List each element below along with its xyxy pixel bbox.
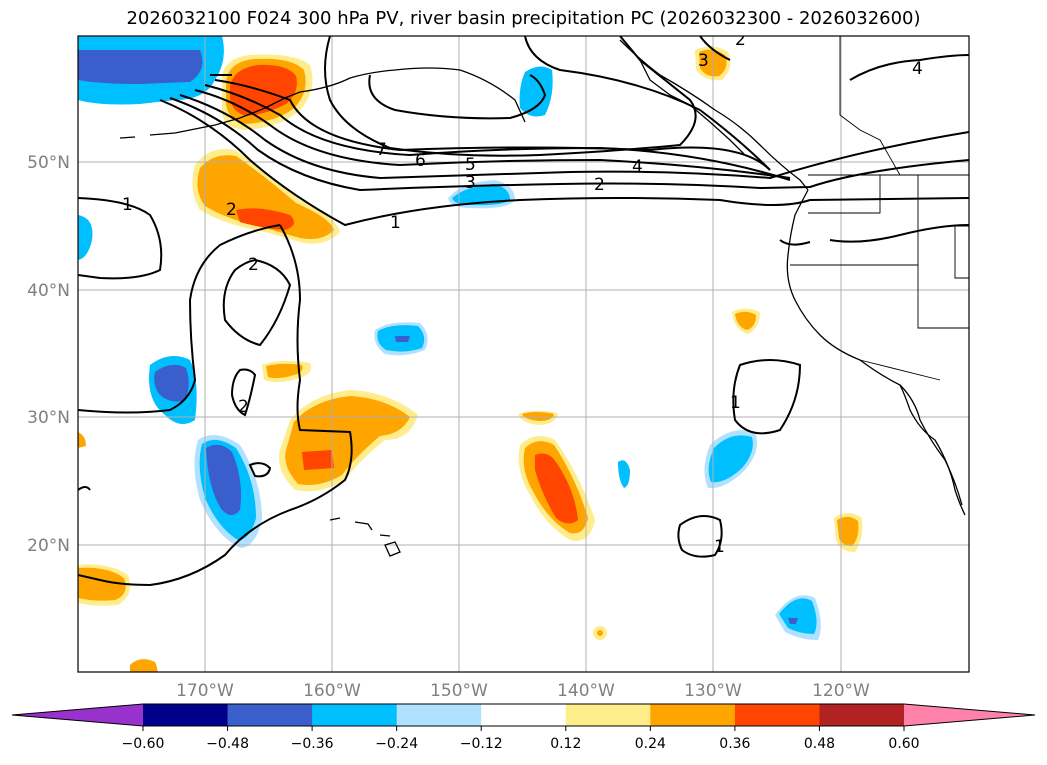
- longitude-labels: 170°W 160°W 150°W 140°W 130°W 120°W: [176, 681, 870, 701]
- colorbar: −0.60 −0.48 −0.36 −0.24 −0.12 0.12 0.24 0.36 0.4…: [11, 703, 1036, 752]
- lon-label: 120°W: [812, 681, 870, 701]
- map-title: 2026032100 F024 300 hPa PV, river basin …: [126, 8, 921, 29]
- contour-label: 2: [226, 200, 237, 220]
- colorbar-tick-label: 0.24: [635, 736, 666, 752]
- lon-label: 170°W: [176, 681, 234, 701]
- contour-label: 7: [376, 140, 387, 160]
- colorbar-tick-label: 0.60: [888, 736, 919, 752]
- map-frame: [77, 35, 970, 673]
- contour-label: 2: [594, 175, 605, 195]
- map-content: 1 2 3 4 5 6 7 1 2 2 1 1 2 3 4 2: [78, 30, 969, 672]
- contour-label: 4: [632, 157, 643, 177]
- colorbar-tick-label: −0.36: [291, 736, 334, 752]
- lon-label: 150°W: [430, 681, 488, 701]
- contour-label: 1: [390, 213, 401, 233]
- colorbar-tick-label: 0.12: [550, 736, 581, 752]
- contour-label: 3: [698, 51, 709, 71]
- lat-label: 50°N: [27, 153, 70, 173]
- colorbar-segment: [650, 704, 736, 726]
- colorbar-tick-label: −0.12: [460, 736, 503, 752]
- colorbar-tick-label: −0.60: [122, 736, 165, 752]
- lat-label: 20°N: [27, 536, 70, 556]
- contour-label: 2: [735, 30, 746, 50]
- colorbar-segment: [481, 704, 567, 726]
- lon-label: 140°W: [557, 681, 615, 701]
- lat-label: 30°N: [27, 408, 70, 428]
- colorbar-segment: [734, 704, 820, 726]
- colorbar-segment: [396, 704, 482, 726]
- colorbar-tick-label: 0.36: [719, 736, 750, 752]
- colorbar-segment: [312, 704, 398, 726]
- colorbar-segment: [143, 704, 229, 726]
- colorbar-tick-label: −0.48: [206, 736, 249, 752]
- lon-label: 160°W: [303, 681, 361, 701]
- contour-label: 1: [122, 195, 133, 215]
- colorbar-extend-high: [904, 704, 1035, 726]
- contour-label: 1: [714, 537, 725, 557]
- colorbar-segment: [819, 704, 905, 726]
- colorbar-segment: [227, 704, 313, 726]
- precip-shading: [78, 36, 863, 672]
- latitude-labels: 50°N 40°N 30°N 20°N: [27, 153, 70, 556]
- colorbar-extend-low: [12, 704, 143, 726]
- pv-contours: [78, 36, 969, 587]
- contour-label: 4: [912, 59, 923, 79]
- contour-label: 6: [415, 151, 426, 171]
- contour-label: 2: [248, 255, 259, 275]
- contour-label: 3: [465, 173, 476, 193]
- lon-label: 130°W: [684, 681, 742, 701]
- graticule: [78, 36, 969, 672]
- lat-label: 40°N: [27, 281, 70, 301]
- contour-label: 2: [238, 397, 249, 417]
- colorbar-tick-label: 0.48: [804, 736, 835, 752]
- contour-label: 5: [465, 155, 476, 175]
- colorbar-tick-label: −0.24: [375, 736, 418, 752]
- colorbar-segment: [565, 704, 651, 726]
- contour-labels: 1 2 3 4 5 6 7 1 2 2 1 1 2 3 4 2: [122, 30, 923, 557]
- contour-label: 1: [730, 393, 741, 413]
